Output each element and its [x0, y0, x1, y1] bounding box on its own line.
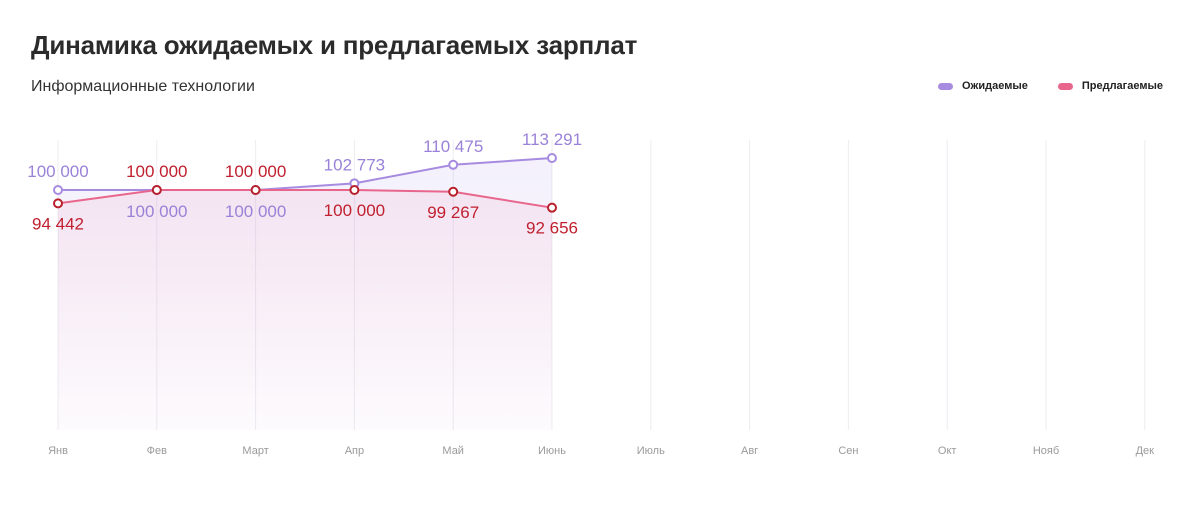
- data-label-offered: 99 267: [427, 203, 479, 222]
- x-tick-label: Дек: [1136, 445, 1155, 457]
- point-expected: [547, 153, 557, 163]
- x-axis: Янв Фев Март Апр Май Июнь Июль Авг Сен Окт Нояб Дек: [48, 445, 1154, 457]
- value-labels: 100 000 100 000 100 000 102 773 110 475 113 2…: [27, 130, 582, 238]
- data-label-offered: 100 000: [225, 162, 286, 181]
- chart-title: Динамика ожидаемых и предлагаемых зарпла…: [31, 30, 638, 60]
- line-expected: [58, 157, 553, 191]
- point-offered: [250, 185, 261, 195]
- data-label-expected: 100 000: [27, 162, 88, 181]
- point-offered: [53, 198, 63, 209]
- data-label-expected: 102 773: [324, 155, 385, 174]
- point-expected: [53, 185, 63, 195]
- point-offered: [547, 202, 557, 213]
- x-tick-label: Июль: [637, 445, 665, 457]
- x-tick-label: Апр: [345, 445, 364, 457]
- area-offered: [58, 190, 552, 430]
- chart-subtitle: Информационные технологии: [31, 78, 255, 95]
- data-label-expected: 100 000: [126, 202, 187, 221]
- data-label-offered: 100 000: [126, 162, 187, 181]
- x-tick-label: Май: [442, 445, 464, 457]
- x-tick-label: Янв: [48, 445, 68, 457]
- point-offered: [448, 186, 459, 197]
- legend-swatch-expected: [938, 82, 953, 90]
- legend-item-offered[interactable]: Предлагаемые: [1057, 80, 1163, 92]
- data-label-expected: 113 291: [522, 130, 582, 149]
- point-offered: [151, 185, 162, 195]
- legend-label-expected: Ожидаемые: [962, 80, 1028, 92]
- series-lines: [57, 157, 553, 209]
- legend: Ожидаемые Предлагаемые: [938, 80, 1163, 92]
- x-tick-label: Нояб: [1033, 445, 1059, 457]
- series-points: [53, 153, 557, 213]
- x-tick-label: Окт: [938, 445, 957, 457]
- area-fills: [58, 158, 552, 430]
- x-tick-label: Сен: [838, 445, 858, 457]
- data-label-offered: 94 442: [32, 214, 84, 233]
- point-offered: [349, 185, 360, 195]
- x-tick-label: Июнь: [538, 445, 566, 457]
- line-offered: [57, 189, 553, 209]
- x-tick-label: Март: [242, 445, 268, 457]
- data-label-offered: 100 000: [324, 201, 385, 220]
- legend-item-expected[interactable]: Ожидаемые: [938, 80, 1028, 92]
- x-tick-label: Фев: [147, 445, 167, 457]
- data-label-offered: 92 656: [526, 219, 578, 238]
- data-label-expected: 100 000: [225, 202, 286, 221]
- data-label-expected: 110 475: [423, 137, 483, 156]
- x-tick-label: Авг: [741, 445, 758, 457]
- legend-swatch-offered: [1057, 82, 1073, 90]
- point-expected: [448, 159, 459, 170]
- legend-label-offered: Предлагаемые: [1081, 80, 1163, 92]
